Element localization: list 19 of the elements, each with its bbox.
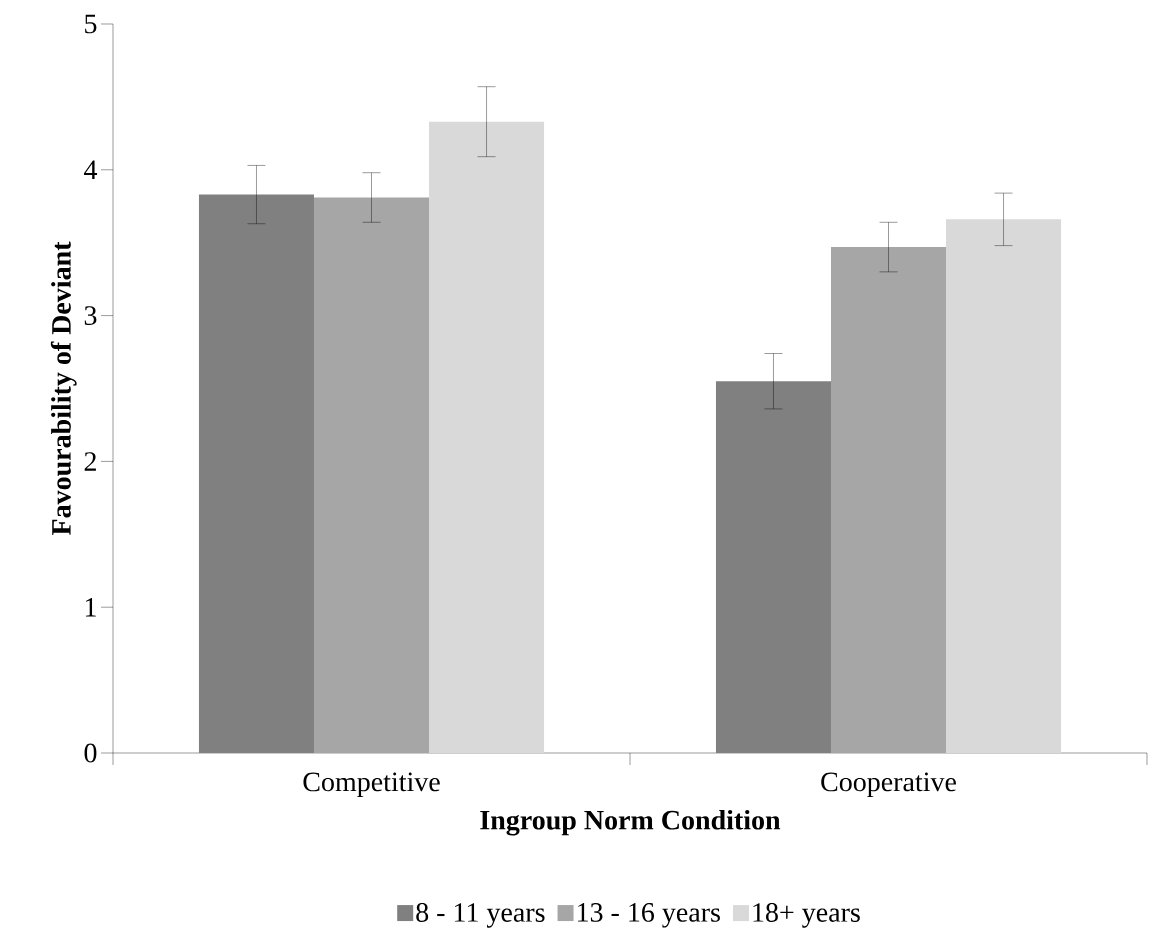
bar [429,121,545,753]
bar [830,247,947,753]
y-tick-label: 0 [84,743,97,763]
bar [715,381,831,753]
x-axis-title: Ingroup Norm Condition [480,809,781,836]
bar [946,219,1062,753]
y-axis-title: Favourability of Deviant [50,241,77,536]
y-tick-label: 3 [84,306,97,325]
x-tick-label: Competitive [303,772,440,798]
y-tick-label: 2 [84,452,96,471]
bar [198,194,314,753]
y-tick-label: 1 [85,597,96,617]
bar [313,197,430,753]
legend-label: 13 - 16 years [578,903,720,928]
y-tick-label: 4 [84,160,98,180]
x-tick-label: Cooperative [821,772,956,798]
legend-label: 8 - 11 years [416,903,545,928]
legend-label: 18+ years [753,903,860,928]
y-tick-label: 5 [85,14,97,34]
